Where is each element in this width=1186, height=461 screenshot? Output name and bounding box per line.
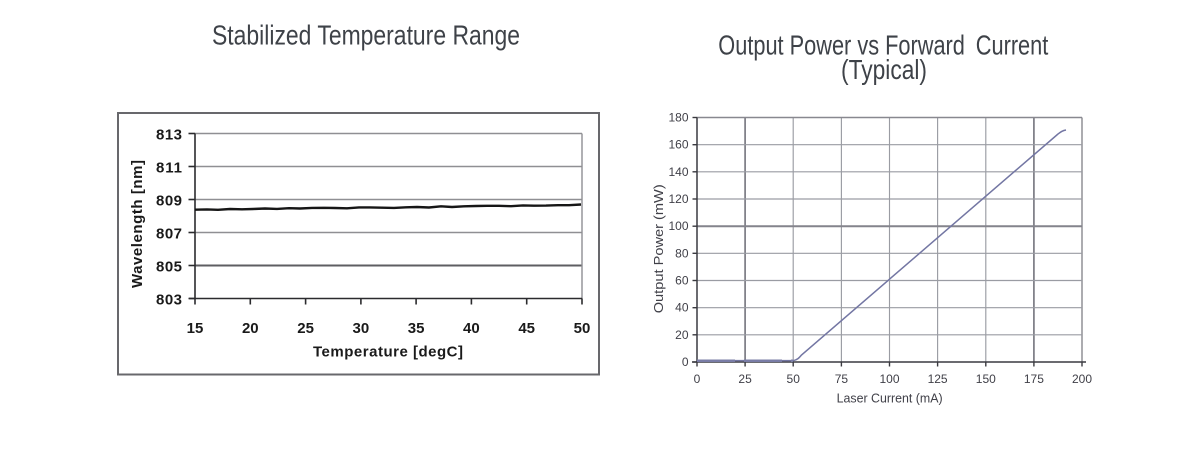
svg-text:Output Power (mW): Output Power (mW) (651, 184, 666, 313)
svg-text:0: 0 (694, 372, 701, 386)
svg-text:60: 60 (675, 274, 689, 288)
svg-text:125: 125 (928, 372, 948, 386)
svg-text:45: 45 (518, 320, 535, 337)
svg-text:Output Power vs Forward Curren: Output Power vs Forward Current (718, 29, 1048, 60)
svg-text:Laser Current (mA): Laser Current (mA) (837, 391, 943, 406)
svg-text:150: 150 (976, 372, 996, 386)
svg-text:175: 175 (1024, 372, 1044, 386)
svg-text:20: 20 (675, 328, 689, 342)
svg-text:140: 140 (668, 165, 688, 179)
svg-text:809: 809 (156, 192, 182, 209)
svg-text:40: 40 (463, 320, 480, 337)
svg-text:813: 813 (156, 126, 182, 143)
svg-text:15: 15 (187, 320, 204, 337)
svg-text:200: 200 (1072, 372, 1092, 386)
svg-text:120: 120 (668, 192, 688, 206)
svg-text:50: 50 (787, 372, 801, 386)
svg-text:35: 35 (408, 320, 425, 337)
svg-text:Stabilized Temperature Range: Stabilized Temperature Range (212, 20, 520, 51)
svg-text:Wavelength [nm]: Wavelength [nm] (129, 160, 146, 288)
svg-text:40: 40 (675, 301, 689, 315)
svg-text:50: 50 (574, 320, 591, 337)
svg-text:100: 100 (879, 372, 899, 386)
svg-text:Temperature [degC]: Temperature [degC] (313, 344, 463, 361)
svg-text:25: 25 (738, 372, 752, 386)
svg-text:807: 807 (156, 225, 182, 242)
svg-text:811: 811 (156, 159, 182, 176)
svg-text:80: 80 (675, 246, 689, 260)
svg-text:25: 25 (297, 320, 314, 337)
svg-text:160: 160 (668, 138, 688, 152)
svg-text:30: 30 (353, 320, 370, 337)
svg-text:0: 0 (682, 355, 689, 369)
svg-text:75: 75 (835, 372, 849, 386)
svg-text:20: 20 (242, 320, 259, 337)
svg-text:100: 100 (668, 219, 688, 233)
svg-text:803: 803 (156, 291, 182, 308)
svg-text:(Typical): (Typical) (841, 54, 927, 85)
svg-text:180: 180 (668, 111, 688, 125)
svg-text:805: 805 (156, 258, 182, 275)
